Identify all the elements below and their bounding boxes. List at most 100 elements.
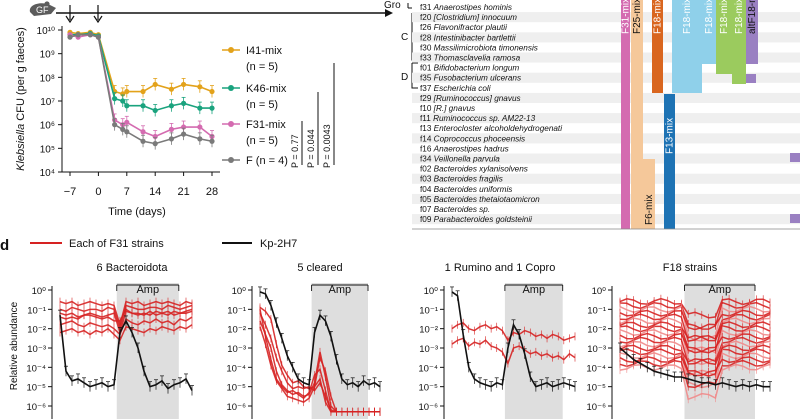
column-bar (732, 0, 746, 84)
y-tick-label: 10¹⁰ (37, 26, 55, 37)
strain-label: f03 Bacteroides fragilis (420, 175, 503, 184)
cfu-legend: I41-mix (n = 5) K46-mix (n = 5) F31-mix (n = … (222, 45, 288, 167)
strain-name: Ruminococcus sp. AM22-13 (433, 114, 536, 123)
gavage-arrowhead-1 (65, 15, 75, 24)
strain-id: f29 (420, 94, 434, 103)
legend-label: F31-mix (246, 119, 286, 131)
cfu-series (67, 29, 215, 150)
y-tick-label: 10⁻⁶ (587, 402, 607, 413)
y-tick-label: 10⁻² (227, 325, 246, 336)
row-stripe (412, 153, 800, 164)
legend-n-label: (n = 5) (246, 61, 278, 73)
strain-id: f34 (420, 155, 434, 164)
legend-marker (228, 121, 234, 127)
f31-strain-line (619, 344, 771, 366)
strain-id: f10 (420, 104, 434, 113)
y-tick-label: 10⁻⁶ (419, 402, 439, 413)
data-point (209, 105, 215, 111)
data-point (95, 34, 101, 40)
mouse-ear-icon (44, 1, 50, 7)
row-stripe (412, 52, 800, 63)
row-stripe (412, 173, 800, 184)
y-tick-label: 10⁻⁵ (26, 383, 46, 394)
column-bar (702, 0, 716, 64)
strain-id: f14 (420, 134, 434, 143)
y-tick-label: 10⁻⁴ (226, 363, 246, 374)
amp-label: Amp (708, 284, 731, 296)
strain-label: f20 [Clostridium] innocuum (420, 13, 517, 22)
alt-marker (746, 74, 756, 83)
f31-strain-line (619, 324, 771, 354)
strain-label: f11 Ruminococcus sp. AM22-13 (420, 114, 536, 123)
data-point (140, 88, 146, 95)
strain-name: Fusobacterium ulcerans (434, 74, 521, 83)
legend-n-label: (n = 5) (246, 99, 278, 111)
data-point (209, 88, 215, 95)
column-bar (631, 0, 643, 229)
legend-kp-label: Kp-2H7 (260, 238, 297, 250)
gf-label: GF (36, 5, 49, 15)
data-point (197, 124, 203, 130)
data-point (120, 126, 126, 132)
y-tick-label: 10⁶ (40, 121, 55, 132)
f31-strain-line (619, 301, 771, 330)
y-tick-label: 10⁻⁶ (27, 402, 47, 413)
data-point (181, 81, 187, 88)
column-bar (652, 0, 663, 93)
y-tick-label: 10⁰ (592, 286, 607, 297)
abundance-subpanel: Amp 1 Rumino and 1 Copro 10⁰ 10⁻¹ 10⁻² 10⁻³ 10… (418, 262, 577, 419)
f31-strain-line (619, 297, 771, 319)
y-tick-label: 10⁻¹ (227, 305, 246, 316)
y-tick-label: 10⁻³ (227, 344, 246, 355)
series-line (69, 31, 213, 95)
y-tick-label: 10⁻⁶ (227, 402, 247, 413)
column-bar (621, 0, 630, 229)
strain-label: f02 Bacteroides xylanisolvens (420, 165, 528, 174)
data-point (67, 34, 73, 40)
data-point (124, 88, 130, 95)
strain-name: [Ruminococcus] gnavus (433, 94, 521, 103)
strain-name: Bacteroides fragilis (434, 175, 503, 184)
data-point (112, 96, 118, 102)
strain-name: Massilimicrobiota timonensis (434, 43, 538, 52)
strain-id: f02 (420, 165, 434, 174)
heatmap-row-stripes (412, 12, 800, 225)
strain-id: f28 (420, 33, 434, 42)
data-point (152, 81, 158, 88)
y-tick-labels: 10⁴ 10⁵ 10⁶ 10⁷ 10⁸ 10⁹ 10¹⁰ (37, 26, 62, 179)
abundance-subpanels: Amp 6 Bacteroidota 10⁰ 10⁻¹ 10⁻² 10⁻³ 10⁻⁴ 10⁻⁵… (26, 262, 772, 419)
strain-label: f13 Enterocloster alcoholdehydrogenati (420, 124, 562, 133)
row-stripe (412, 193, 800, 204)
y-tick-label: 10⁻³ (587, 344, 606, 355)
column-label: F18-mix exc (704, 0, 715, 34)
kp-2h7-line (259, 291, 381, 388)
data-point (168, 103, 175, 109)
legend-marker (228, 85, 234, 91)
data-point (181, 131, 187, 137)
strain-label: f01 Bifidobacterium longum (420, 64, 519, 73)
strain-name: Flavonifractor plautii (434, 23, 507, 32)
x-tick-label: 14 (149, 186, 161, 198)
column-label: F25-mix (632, 0, 643, 34)
data-point (120, 98, 126, 104)
data-point (168, 86, 175, 92)
y-tick-label: 10⁻¹ (27, 305, 46, 316)
relative-abundance-panel: d Each of F31 strains Kp-2H7 Relative ab… (0, 237, 772, 419)
data-point (197, 84, 203, 90)
f31-strain-line (451, 337, 576, 366)
strain-id: f33 (420, 54, 434, 63)
amp-region (311, 283, 368, 419)
heatmap-columns: F31-mix F25-mix F18-mix F13-mix F6-mix F18-mi… (621, 0, 800, 229)
legend-label: F (n = 4) (246, 155, 288, 167)
group-label-d: D (401, 72, 408, 83)
group-label-gro: Gro (384, 0, 401, 11)
strain-name: Coprococcus phoceensis (434, 134, 525, 143)
y-tick-label: 10⁵ (40, 144, 55, 155)
mouse-icon (29, 3, 56, 16)
row-stripe (412, 12, 800, 23)
data-point (124, 103, 130, 109)
strain-name: Enterocloster alcoholdehydrogenati (434, 124, 563, 133)
f31-strain-line (451, 322, 576, 342)
amp-region (504, 283, 563, 419)
strain-id: f35 (420, 74, 434, 83)
